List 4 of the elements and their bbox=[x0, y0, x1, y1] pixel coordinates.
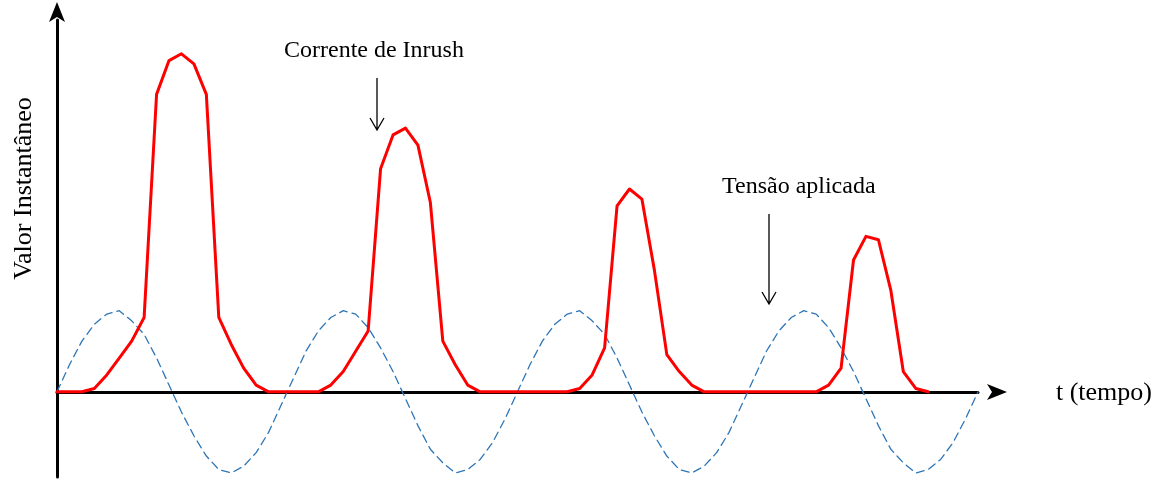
annotation: Tensão aplicada bbox=[722, 172, 876, 199]
y-axis-title: Valor Instantâneo bbox=[7, 97, 37, 280]
annotation: Corrente de Inrush bbox=[284, 36, 464, 63]
x-axis-title: t (tempo) bbox=[1055, 377, 1152, 407]
